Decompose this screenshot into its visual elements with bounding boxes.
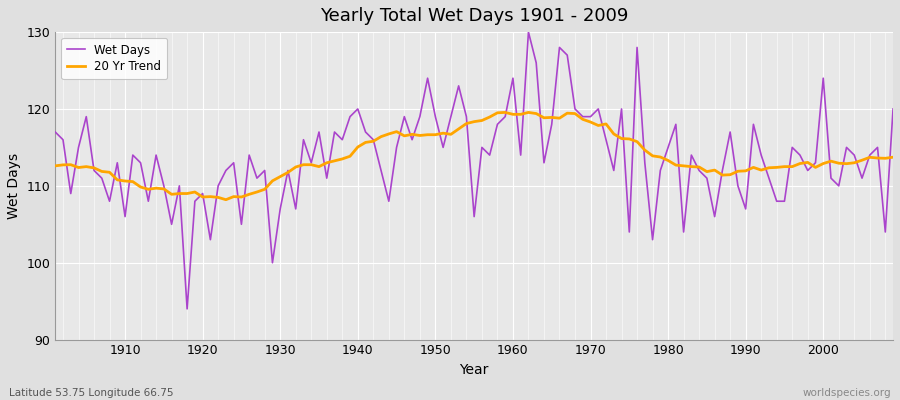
X-axis label: Year: Year xyxy=(460,363,489,377)
Wet Days xyxy=(182,306,193,311)
20 Yr Trend xyxy=(337,156,347,161)
Wet Days xyxy=(616,106,627,111)
Wet Days xyxy=(112,160,122,165)
20 Yr Trend xyxy=(500,110,510,115)
20 Yr Trend xyxy=(112,178,122,182)
20 Yr Trend xyxy=(616,136,627,141)
Legend: Wet Days, 20 Yr Trend: Wet Days, 20 Yr Trend xyxy=(61,38,167,79)
20 Yr Trend xyxy=(50,164,60,168)
Text: Latitude 53.75 Longitude 66.75: Latitude 53.75 Longitude 66.75 xyxy=(9,388,174,398)
20 Yr Trend xyxy=(887,155,898,160)
Wet Days xyxy=(887,106,898,111)
Line: 20 Yr Trend: 20 Yr Trend xyxy=(55,112,893,200)
20 Yr Trend xyxy=(516,112,526,117)
20 Yr Trend xyxy=(523,110,534,115)
Wet Days xyxy=(291,206,302,211)
20 Yr Trend xyxy=(220,197,231,202)
Wet Days xyxy=(50,130,60,134)
Text: worldspecies.org: worldspecies.org xyxy=(803,388,891,398)
20 Yr Trend xyxy=(291,165,302,170)
Y-axis label: Wet Days: Wet Days xyxy=(7,153,21,219)
Title: Yearly Total Wet Days 1901 - 2009: Yearly Total Wet Days 1901 - 2009 xyxy=(320,7,628,25)
Wet Days xyxy=(523,30,534,34)
Wet Days xyxy=(508,76,518,80)
Line: Wet Days: Wet Days xyxy=(55,32,893,309)
Wet Days xyxy=(337,137,347,142)
Wet Days xyxy=(516,153,526,158)
